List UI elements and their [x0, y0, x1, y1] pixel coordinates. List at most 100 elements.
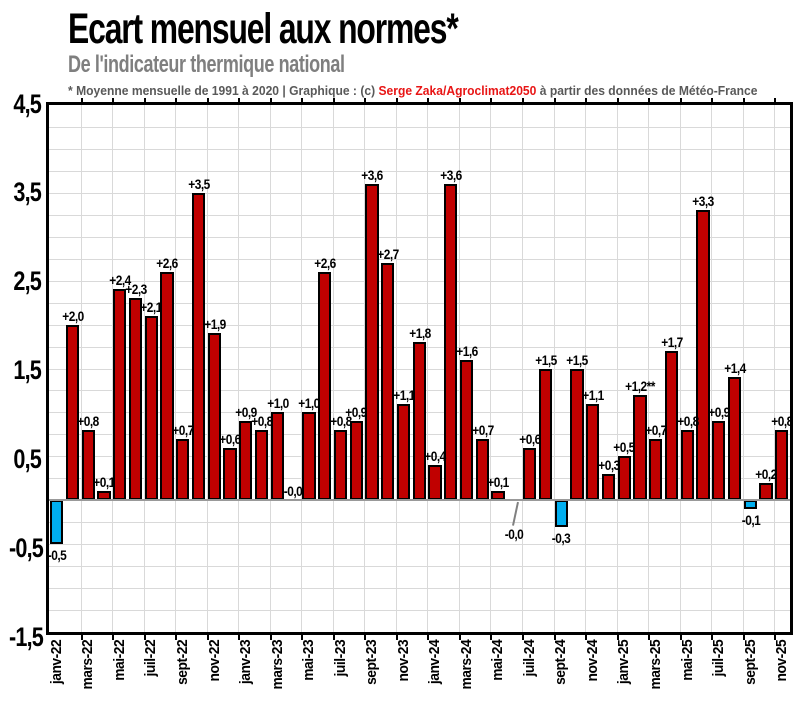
bar-value-label: +1,0 — [266, 395, 289, 412]
bar-août-25 — [727, 377, 742, 501]
gridline-v — [490, 105, 492, 632]
bar-déc-24 — [601, 473, 616, 501]
axis-tick-bottom — [143, 635, 146, 640]
bar-nov-25 — [775, 429, 789, 501]
xtick-janv-25: janv-25 — [615, 639, 633, 685]
ytick-2,5: 2,5 — [13, 266, 42, 297]
axis-tick-bottom — [175, 635, 178, 640]
gridline-h — [49, 324, 790, 326]
xtick-juil-23: juil-23 — [331, 639, 349, 677]
gridline-v — [395, 105, 397, 632]
xtick-mars-24: mars-24 — [457, 639, 475, 690]
bar-juil-24 — [522, 447, 537, 501]
bar-juin-23 — [318, 271, 332, 501]
bar-mars-23 — [270, 412, 284, 501]
axis-tick-bottom — [427, 635, 430, 640]
bar-value-label: +1,7 — [661, 333, 683, 350]
bar-value-label: +1,8 — [408, 325, 431, 342]
bar-value-label: +1,1 — [582, 386, 604, 403]
bar-nov-23 — [396, 403, 411, 501]
xtick-janv-23: janv-23 — [237, 639, 255, 685]
page-subtitle: De l'indicateur thermique national — [68, 51, 345, 78]
bar-mai-23 — [302, 412, 316, 501]
bar-value-label: +1,5 — [534, 351, 557, 368]
gridline-h — [49, 522, 790, 524]
bar-janv-24 — [428, 465, 442, 501]
bar-juil-22 — [144, 315, 158, 501]
gridline-h — [49, 610, 790, 612]
xtick-mars-23: mars-23 — [268, 639, 286, 690]
bar-value-label: -0,3 — [552, 529, 571, 546]
bar-janv-23 — [239, 421, 253, 501]
gridline-v — [616, 105, 618, 632]
bar-value-label: +3,5 — [188, 175, 210, 192]
xtick-nov-25: nov-25 — [773, 639, 791, 682]
axis-tick-bottom — [395, 635, 398, 640]
zero-axis-line — [49, 499, 790, 502]
xtick-juil-22: juil-22 — [142, 639, 160, 677]
bar-value-label: +0,8 — [676, 412, 699, 429]
bar-value-label: +1,6 — [456, 342, 478, 359]
bar-value-label: +3,6 — [361, 167, 383, 184]
axis-tick-bottom — [269, 635, 272, 640]
gridline-v — [774, 105, 776, 632]
bar-févr-24 — [444, 184, 458, 501]
gridline-h — [49, 148, 790, 150]
gridline-h — [49, 566, 790, 568]
bar-value-label: +0,8 — [329, 412, 352, 429]
gridline-v — [301, 105, 303, 632]
bar-value-label: +0,8 — [771, 412, 793, 429]
xtick-nov-24: nov-24 — [583, 639, 601, 682]
bar-oct-23 — [381, 263, 395, 501]
gridline-h — [49, 280, 790, 282]
bar-value-label: +3,6 — [440, 167, 462, 184]
gridline-h — [49, 214, 790, 216]
bar-mars-24 — [459, 359, 474, 501]
xtick-janv-22: janv-22 — [47, 639, 65, 685]
ytick-0,5: 0,5 — [13, 443, 42, 474]
note-prefix: * Moyenne mensuelle de 1991 à 2020 | Gra… — [68, 83, 379, 98]
xtick-sept-23: sept-23 — [363, 639, 381, 685]
gridline-v — [427, 105, 429, 632]
bar-value-label: +1,1 — [392, 386, 415, 403]
bar-value-label: +0,6 — [519, 430, 541, 447]
gridline-v — [585, 105, 587, 632]
xtick-juil-25: juil-25 — [710, 639, 728, 677]
ytick-3,5: 3,5 — [13, 177, 42, 208]
xtick-mars-25: mars-25 — [646, 639, 664, 690]
xtick-mai-25: mai-25 — [678, 639, 696, 681]
bar-févr-25 — [633, 394, 647, 501]
bar-value-label: +1,5 — [566, 351, 588, 368]
axis-tick-bottom — [711, 635, 714, 640]
xtick-nov-22: nov-22 — [205, 639, 223, 682]
bar-mars-22 — [81, 429, 95, 501]
bar-nov-24 — [586, 403, 600, 501]
bar-juil-25 — [712, 421, 726, 501]
gridline-h — [49, 302, 790, 304]
xtick-mai-24: mai-24 — [489, 639, 507, 681]
bar-sept-22 — [176, 438, 190, 501]
xtick-mai-22: mai-22 — [110, 639, 128, 681]
gridline-h — [49, 588, 790, 590]
bar-value-label: +0,9 — [708, 404, 730, 421]
bar-déc-23 — [412, 342, 426, 501]
bar-déc-22 — [223, 447, 237, 501]
page-title: Ecart mensuel aux normes* — [68, 5, 459, 53]
axis-tick-bottom — [301, 635, 304, 640]
gridline-h — [49, 236, 790, 238]
axis-tick-bottom — [80, 635, 83, 640]
xtick-sept-22: sept-22 — [174, 639, 191, 685]
bar-value-label: +0,7 — [172, 421, 194, 438]
axis-tick-bottom — [553, 635, 556, 640]
bar-value-label: +1,0 — [298, 395, 320, 412]
ytick-4,5: 4,5 — [13, 88, 42, 119]
ytick--1,5: -1,5 — [9, 621, 44, 652]
gridline-h — [49, 126, 790, 128]
bar-juin-25 — [696, 210, 710, 501]
gridline-v — [143, 105, 145, 632]
bar-value-label: +2,4 — [109, 272, 131, 289]
bar-value-label: +0,7 — [471, 421, 494, 438]
bar-sept-25 — [743, 500, 757, 510]
axis-tick-bottom — [679, 635, 682, 640]
